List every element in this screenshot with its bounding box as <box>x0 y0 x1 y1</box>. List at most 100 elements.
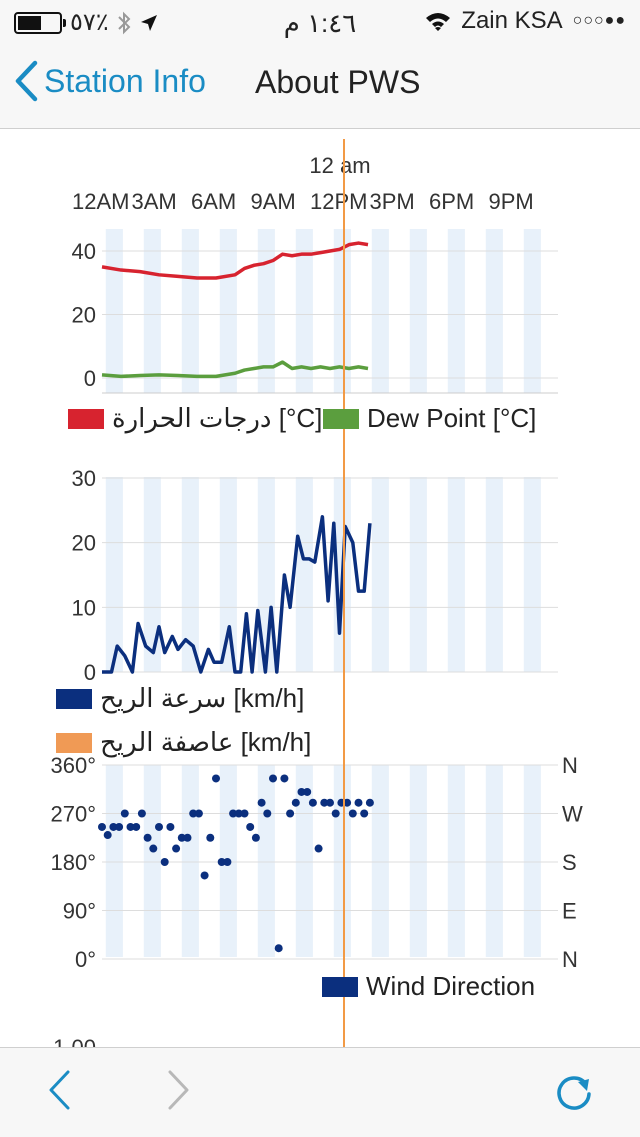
wind-chart-band <box>523 477 541 672</box>
charts-canvas: 12 am 12AM 3AM 6AM 9AM 12PM 3PM 6PM 9PM 40 20 0 30 20… <box>50 139 583 1047</box>
back-button-label: Station Info <box>44 62 206 99</box>
temp-chart-band <box>181 229 199 393</box>
wind-direction-point <box>109 822 118 831</box>
charts-scroll-view[interactable]: 12 am 12AM 3AM 6AM 9AM 12PM 3PM 6PM 9PM 40 20 0 30 20… <box>0 129 640 1047</box>
y-tick-label: 20 <box>72 531 96 556</box>
status-bar: ٥٧٪ ١:٤٦ م Zain KSA ○○○●● <box>0 0 640 40</box>
wind-gust-swatch <box>56 732 92 753</box>
hour-tick-label: 6AM <box>191 189 236 214</box>
hour-tick-label: 6PM <box>429 189 474 214</box>
legend-temperature-label: درجات الحرارة [°C] <box>112 403 323 433</box>
wind-direction-point <box>189 809 198 818</box>
y-tick-label: 10 <box>72 595 96 620</box>
y-tick-label: 1.00 <box>53 1035 96 1047</box>
wind-direction-point <box>172 844 181 853</box>
wind-direction-point <box>280 774 289 783</box>
dew-point-line <box>101 360 369 379</box>
wind-chart-band <box>219 477 237 672</box>
bluetooth-icon <box>117 11 131 34</box>
temp-chart-band <box>409 229 427 393</box>
direction-chart-band <box>447 765 465 957</box>
y-tick-label: 0° <box>75 947 96 972</box>
temp-chart-band <box>295 229 313 393</box>
wind-direction-point <box>326 798 334 807</box>
wind-direction-point <box>257 798 266 807</box>
signal-strength-icon: ○○○●● <box>572 12 626 29</box>
browser-forward-button[interactable] <box>166 1068 192 1117</box>
chevron-left-icon <box>15 60 38 102</box>
temp-chart-band <box>219 229 237 393</box>
legend-wind-speed: سرعة الريح [km/h] <box>56 683 304 714</box>
compass-tick-label: S <box>562 850 577 875</box>
temp-chart-band <box>333 229 351 393</box>
wind-direction-point <box>155 822 163 831</box>
hour-tick-label: 9PM <box>489 189 534 214</box>
chevron-right-icon <box>168 1070 189 1110</box>
temp-chart-band <box>523 229 541 393</box>
wind-direction-point <box>263 809 272 818</box>
battery-fill <box>18 15 41 30</box>
wind-direction-swatch <box>322 976 358 997</box>
wind-direction-point <box>274 944 283 953</box>
wind-direction-point <box>166 822 175 831</box>
refresh-icon <box>557 1076 591 1110</box>
wind-direction-point <box>348 809 357 818</box>
wind-direction-point <box>343 798 352 807</box>
legend-dew-point: Dew Point [°C] <box>323 403 536 434</box>
compass-tick-label: N <box>562 947 578 972</box>
compass-tick-label: N <box>562 753 578 778</box>
status-right: Zain KSA ○○○●● <box>425 7 626 35</box>
temp-chart-band <box>485 229 503 393</box>
legend-wind-gust-label: عاصفة الريح [km/h] <box>100 727 312 757</box>
refresh-button[interactable] <box>552 1070 596 1119</box>
wind-direction-point <box>331 809 340 818</box>
wifi-icon <box>426 13 451 31</box>
wind-chart-band <box>105 477 123 672</box>
direction-chart-band <box>143 765 161 957</box>
wind-direction-point <box>177 833 186 842</box>
y-tick-label: 20 <box>72 303 96 328</box>
wind-direction-point <box>246 822 255 831</box>
direction-chart-band <box>105 765 123 957</box>
wind-chart-band <box>485 477 503 672</box>
compass-tick-label: E <box>562 899 577 924</box>
wind-direction-point <box>303 787 312 796</box>
wind-direction-point <box>137 809 146 818</box>
page-title: About PWS <box>255 64 421 100</box>
wind-direction-point <box>103 831 112 840</box>
temp-chart-band <box>371 229 389 393</box>
direction-chart-band <box>485 765 503 957</box>
wind-chart-band <box>409 477 427 672</box>
wind-direction-point <box>149 844 158 853</box>
direction-chart-band <box>257 765 275 957</box>
dew-point-swatch <box>323 408 359 429</box>
chevron-left-icon <box>49 1070 70 1110</box>
back-button[interactable]: Station Info <box>14 60 206 102</box>
direction-chart-band <box>523 765 541 957</box>
battery-percent: ٥٧٪ <box>70 9 109 36</box>
legend-wind-direction: Wind Direction <box>322 971 535 1002</box>
wind-direction-point <box>354 798 363 807</box>
temp-chart-band <box>105 229 123 393</box>
wind-direction-point <box>98 822 106 831</box>
wind-direction-point <box>160 858 169 866</box>
wind-chart-band <box>143 477 161 672</box>
temp-chart-band <box>447 229 465 393</box>
wind-direction-point <box>286 809 295 818</box>
legend-wind-gust: عاصفة الريح [km/h] <box>56 727 311 758</box>
wind-direction-point <box>320 798 329 807</box>
wind-direction-point <box>297 787 306 796</box>
y-tick-label: 30 <box>72 466 96 491</box>
bottom-toolbar <box>0 1047 640 1137</box>
wind-direction-point <box>206 833 215 842</box>
browser-back-button[interactable] <box>46 1068 72 1117</box>
compass-tick-label: W <box>562 802 583 827</box>
y-tick-label: 0 <box>84 660 96 685</box>
wind-chart-band <box>447 477 465 672</box>
now-time-label: 12 am <box>309 153 370 178</box>
direction-chart-band <box>371 765 389 957</box>
wind-direction-point <box>360 809 369 818</box>
wind-speed-swatch <box>56 688 92 709</box>
legend-temperature: درجات الحرارة [°C] <box>68 403 322 434</box>
y-tick-label: 40 <box>72 239 96 264</box>
